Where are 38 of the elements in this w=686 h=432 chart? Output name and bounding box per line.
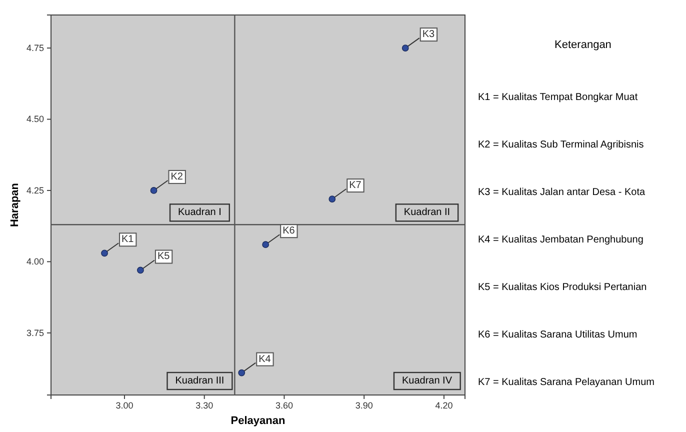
text: K1 = Kualitas Tempat Bongkar Muat: [478, 92, 638, 103]
point: [328, 196, 336, 202]
annotation: Kuadran II: [404, 207, 450, 218]
y-tick-label: 4.00: [26, 256, 44, 267]
x-tick-label: 3.90: [355, 400, 373, 410]
point: [101, 250, 108, 257]
text: K5 = Kualitas Kios Produksi Pertanian: [478, 282, 647, 293]
x-tick-label: 3.60: [275, 400, 293, 410]
y-tick-label: 4.50: [26, 114, 44, 124]
series-label: K1: [122, 234, 134, 246]
text: K7 = Kualitas Sarana Pelayanan Umum: [478, 377, 654, 388]
series-label: K4: [258, 354, 272, 365]
annotation: Kuadran I: [178, 207, 222, 218]
text: K6 = Kualitas Sarana Utilitas Umum: [478, 330, 638, 340]
text: K4 = Kualitas Jembatan Penghubung: [478, 234, 644, 246]
text: K2 = Kualitas Sub Terminal Agribisnis: [478, 140, 644, 150]
x-tick-label: 4.20: [435, 400, 453, 410]
point: [238, 369, 246, 376]
series-label: K2: [170, 171, 184, 182]
series-label: K7: [349, 180, 362, 192]
text: K3 = Kualitas Jalan antar Desa - Kota: [478, 187, 646, 198]
x-axis-title: Pelayanan: [230, 415, 286, 427]
y-tick-label: 4.75: [26, 42, 44, 53]
x-tick-label: 3.30: [196, 400, 214, 410]
point: [262, 241, 270, 248]
point: [402, 44, 409, 52]
y-tick-label: 3.75: [26, 328, 44, 338]
y-axis-title: Harapan: [9, 182, 21, 228]
annotation: Kuadran III: [175, 376, 224, 386]
point: [137, 266, 144, 274]
x-tick-label: 3.00: [116, 400, 134, 410]
y-tick-label: 4.25: [26, 185, 44, 196]
series-label: K3: [422, 29, 436, 40]
series-label: K6: [282, 226, 296, 237]
point: [150, 187, 158, 194]
text: Keterangan: [554, 39, 612, 51]
series-label: K5: [157, 251, 170, 262]
annotation: Kuadran IV: [402, 376, 452, 386]
